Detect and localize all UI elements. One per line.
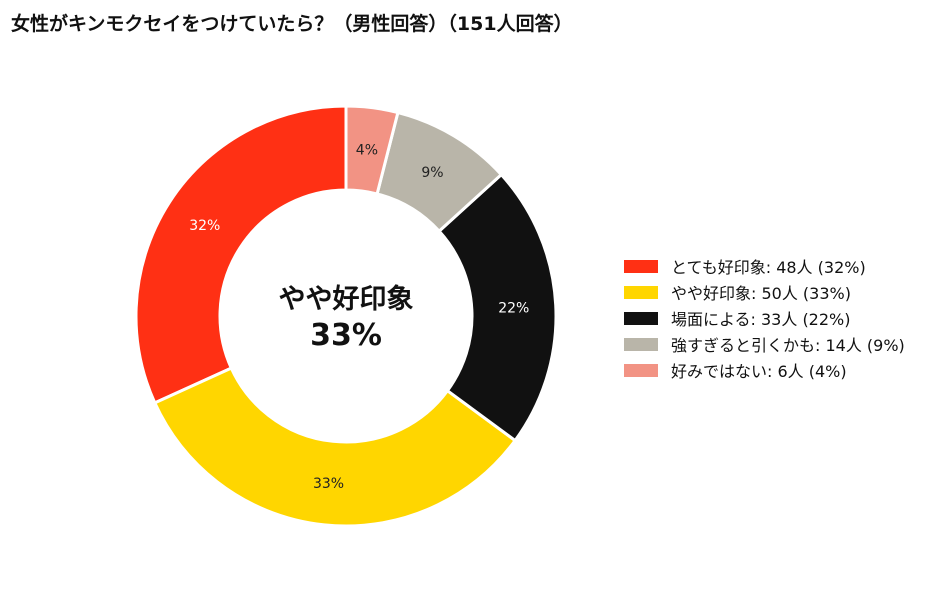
slice-1 bbox=[134, 104, 348, 405]
legend-item: とても好印象: 48人 (32%) bbox=[624, 253, 905, 279]
legend-swatch bbox=[624, 311, 658, 325]
slice-3 bbox=[437, 173, 558, 442]
slice-label-4: 9% bbox=[421, 165, 443, 181]
slice-label-5: 4% bbox=[356, 142, 378, 158]
slice-group bbox=[134, 104, 558, 528]
legend-label: 好みではない: 6人 (4%) bbox=[671, 362, 847, 381]
center-label: やや好印象 bbox=[279, 283, 414, 315]
legend-label: とても好印象: 48人 (32%) bbox=[671, 258, 866, 277]
legend: とても好印象: 48人 (32%) やや好印象: 50人 (33%) 場面による… bbox=[624, 253, 905, 383]
legend-swatch bbox=[624, 337, 658, 351]
legend-label: やや好印象: 50人 (33%) bbox=[671, 284, 851, 303]
legend-item: 強すぎると引くかも: 14人 (9%) bbox=[624, 331, 905, 357]
legend-item: 好みではない: 6人 (4%) bbox=[624, 357, 905, 383]
slice-2 bbox=[153, 366, 517, 528]
center-value: 33% bbox=[310, 318, 382, 353]
slice-label-group: 32% 33% 22% 9% 4% bbox=[189, 142, 529, 492]
slice-5 bbox=[344, 104, 400, 196]
legend-swatch bbox=[624, 363, 658, 377]
legend-swatch bbox=[624, 259, 658, 273]
legend-label: 場面による: 33人 (22%) bbox=[671, 310, 851, 329]
chart-title: 女性がキンモクセイをつけていたら？（男性回答）（151人回答） bbox=[11, 13, 573, 35]
slice-label-2: 33% bbox=[313, 476, 344, 492]
slice-label-1: 32% bbox=[189, 218, 220, 234]
slice-label-3: 22% bbox=[498, 300, 529, 316]
legend-item: 場面による: 33人 (22%) bbox=[624, 305, 905, 331]
legend-label: 強すぎると引くかも: 14人 (9%) bbox=[671, 336, 905, 355]
legend-item: やや好印象: 50人 (33%) bbox=[624, 279, 905, 305]
legend-swatch bbox=[624, 285, 658, 299]
